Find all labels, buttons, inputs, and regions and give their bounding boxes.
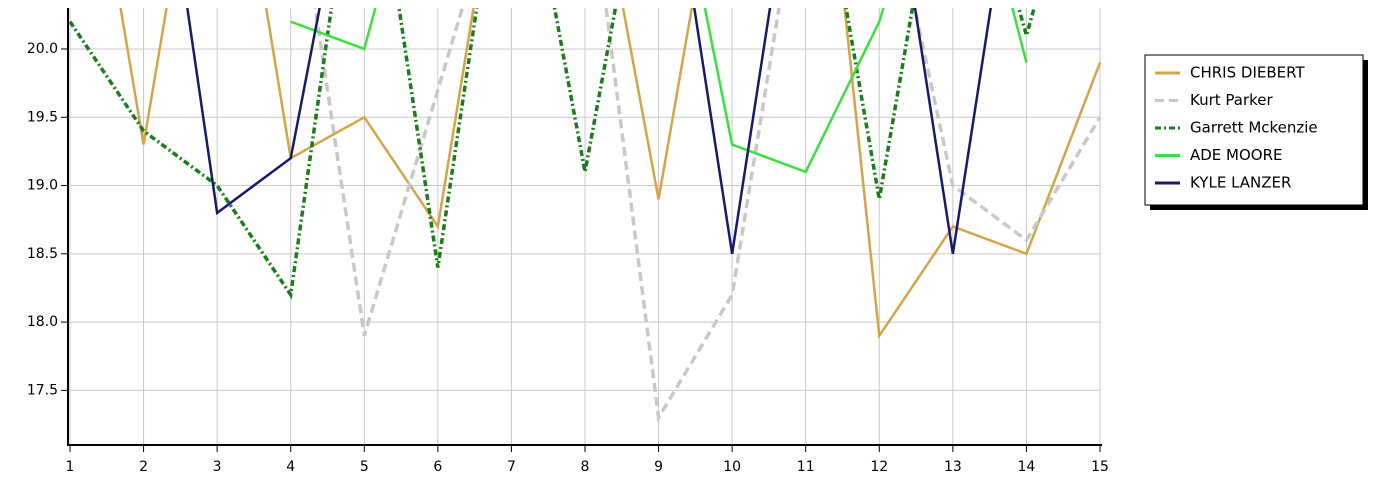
x-tick-label: 9 bbox=[654, 459, 663, 475]
y-tick-label: 19.5 bbox=[27, 109, 58, 125]
x-tick-label: 4 bbox=[286, 459, 295, 475]
x-tick-label: 6 bbox=[433, 459, 442, 475]
x-tick-label: 13 bbox=[944, 459, 962, 475]
x-tick-label: 3 bbox=[213, 459, 222, 475]
legend-label: Garrett Mckenzie bbox=[1190, 119, 1318, 137]
x-tick-label: 5 bbox=[360, 459, 369, 475]
y-tick-label: 17.5 bbox=[27, 382, 58, 398]
series-line bbox=[119, 8, 1102, 340]
series-line bbox=[68, 8, 1036, 300]
x-tick-label: 11 bbox=[797, 459, 815, 475]
legend bbox=[1144, 54, 1364, 206]
x-tick-label: 8 bbox=[581, 459, 590, 475]
series-line bbox=[186, 8, 992, 255]
y-tick-label: 18.5 bbox=[27, 246, 58, 262]
x-tick-label: 10 bbox=[723, 459, 741, 475]
legend-label: ADE MOORE bbox=[1190, 146, 1283, 164]
x-tick-label: 1 bbox=[66, 459, 75, 475]
x-tick-label: 2 bbox=[139, 459, 148, 475]
legend-label: CHRIS DIEBERT bbox=[1190, 64, 1305, 82]
legend-label: KYLE LANZER bbox=[1190, 174, 1291, 192]
y-tick-label: 19.0 bbox=[27, 178, 58, 194]
x-tick-label: 12 bbox=[870, 459, 888, 475]
x-tick-label: 14 bbox=[1018, 459, 1036, 475]
y-tick-label: 20.0 bbox=[27, 41, 58, 57]
series-line bbox=[313, 8, 1102, 423]
legend-label: Kurt Parker bbox=[1190, 91, 1274, 109]
x-tick-label: 7 bbox=[507, 459, 516, 475]
x-tick-label: 15 bbox=[1091, 459, 1109, 475]
y-tick-label: 18.0 bbox=[27, 314, 58, 330]
